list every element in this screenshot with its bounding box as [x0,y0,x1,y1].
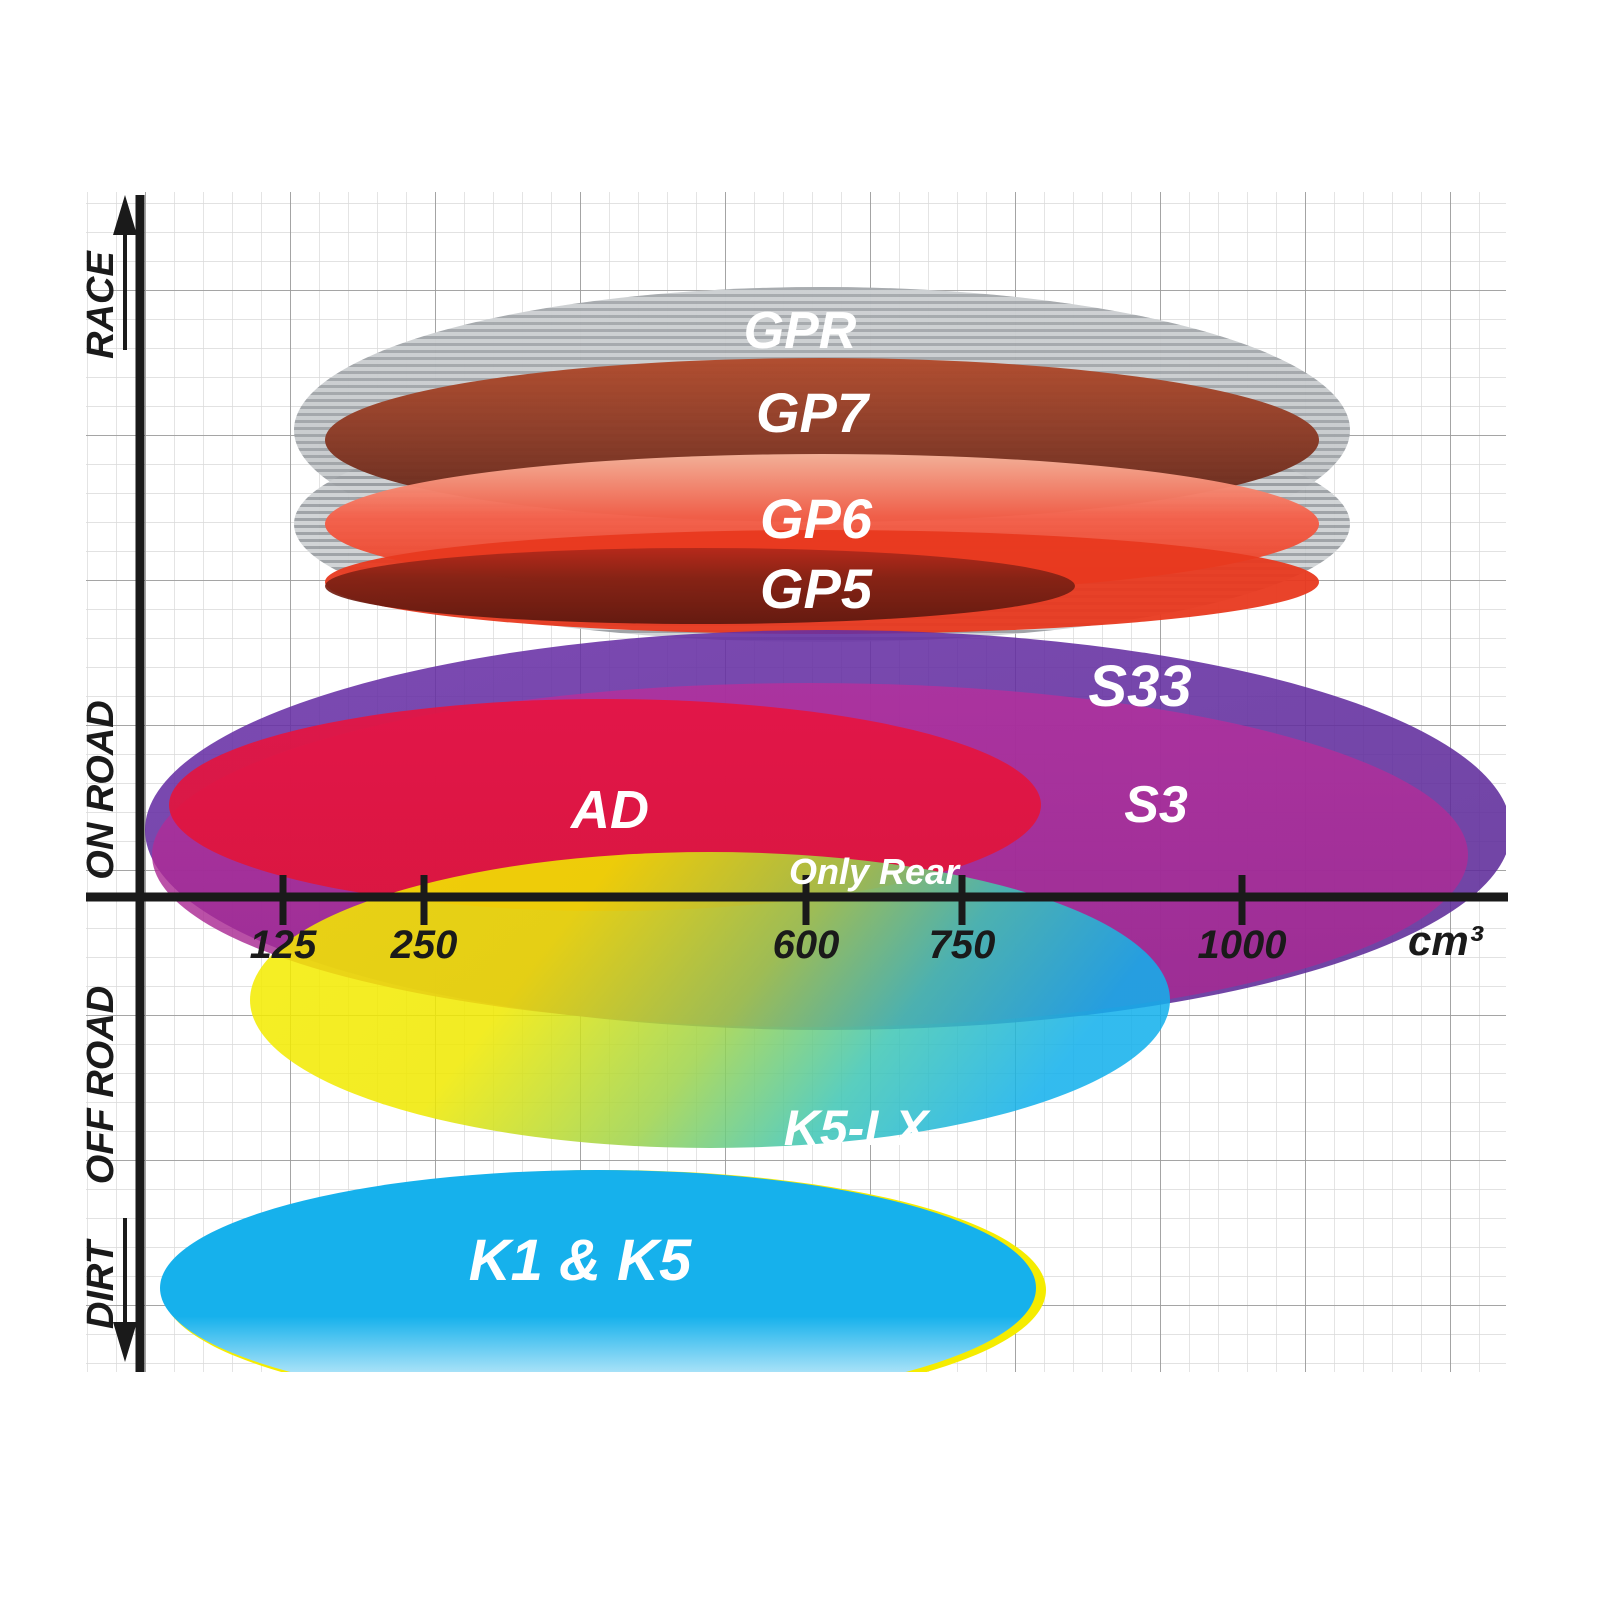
x-tick-label-750: 750 [929,923,996,967]
x-tick-label-600: 600 [773,923,840,967]
axes [86,195,1508,1372]
x-tick-label-125: 125 [250,923,317,967]
x-axis-ticks [279,875,1246,925]
label-s33: S33 [1088,654,1191,719]
x-axis-tick-labels: 125 250 600 750 1000 [250,923,1287,967]
race-up-arrow-icon [113,195,137,350]
label-gp6: GP6 [760,487,873,550]
y-band-label-race: RACE [80,250,122,359]
ellipse-k1-k5[interactable] [160,1170,1046,1410]
only-rear-text: Only Rear [789,851,961,892]
label-ad: AD [569,780,649,840]
y-band-label-on-road: ON ROAD [80,700,122,879]
ellipse-k5lx[interactable] [250,852,1170,1148]
x-tick-label-1000: 1000 [1198,923,1287,967]
product-range-ellipses [145,287,1506,1410]
dirt-down-arrow-icon [113,1218,137,1362]
annotation-only-rear: Only Rear [789,851,961,892]
y-band-label-off-road: OFF ROAD [80,986,122,1184]
label-gp5: GP5 [760,557,873,620]
label-s3: S3 [1124,776,1188,834]
label-k5lx: K5-LX [784,1100,931,1156]
ellipse-labels: GPR GP7 GP6 GP5 S33 S3 AD K5-LX K1 & K5 [469,302,1192,1293]
label-gp7: GP7 [756,381,871,444]
x-axis-unit-label: cm³ [1408,917,1484,964]
label-gpr: GPR [744,302,857,360]
ellipse-gp5[interactable] [325,530,1319,634]
x-axis-unit-text: cm³ [1408,917,1484,964]
y-band-label-dirt: DIRT [80,1238,122,1329]
y-axis-band-labels: RACE ON ROAD OFF ROAD DIRT [80,250,122,1329]
label-k1-k5: K1 & K5 [469,1228,692,1293]
x-tick-label-250: 250 [390,923,458,967]
